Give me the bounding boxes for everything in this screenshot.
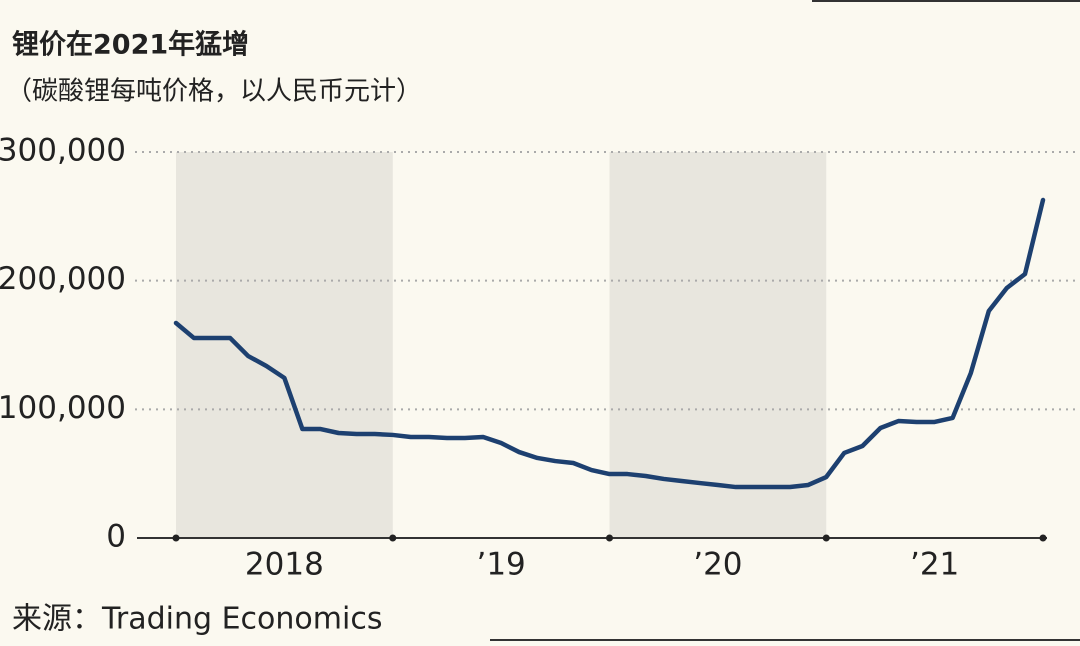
x-tick-mark — [822, 534, 830, 542]
y-tick-label: 200,000 — [0, 261, 126, 297]
x-tick-label: ’19 — [476, 547, 525, 583]
x-tick-mark — [606, 534, 613, 542]
y-tick-label: 300,000 — [0, 133, 126, 169]
x-tick-mark — [389, 534, 397, 542]
y-tick-label: 100,000 — [0, 390, 126, 426]
chart-title: 锂价在2021年猛增 — [12, 29, 249, 61]
shaded-band — [176, 152, 393, 538]
source: 来源：Trading Economics — [12, 602, 382, 637]
x-tick-label: 2018 — [245, 547, 324, 583]
shaded-band — [609, 152, 827, 538]
x-tick-mark — [172, 534, 180, 542]
chart-subtitle: （碳酸锂每吨价格，以人民币元计） — [6, 77, 422, 107]
data-line — [173, 197, 1046, 490]
y-tick-label: 0 — [106, 519, 126, 555]
x-tick-label: ’20 — [693, 547, 742, 583]
x-tick-label: ’21 — [910, 547, 959, 583]
x-tick-mark — [1039, 534, 1047, 542]
plot: 0 100,000 200,000 300,000 2018 ’19 ’20 ’21 — [0, 133, 1080, 583]
